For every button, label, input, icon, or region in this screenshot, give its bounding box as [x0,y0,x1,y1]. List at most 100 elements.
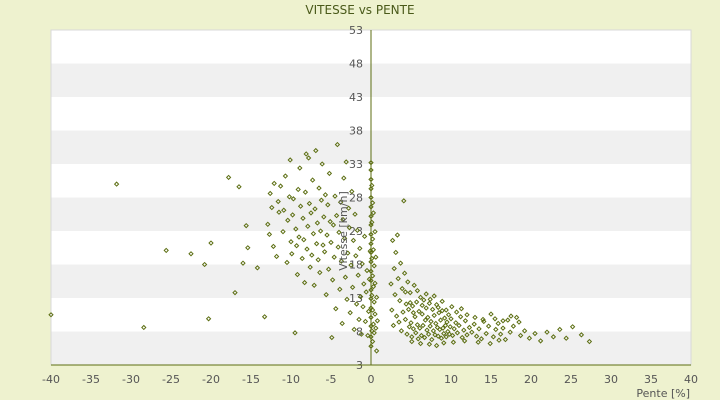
data-point [393,249,399,256]
data-point [443,307,449,313]
data-point [225,174,232,181]
data-point [261,314,268,320]
data-point [495,320,501,327]
data-point [425,331,432,337]
data-point [317,228,324,234]
data-point [289,212,296,218]
data-point [372,280,378,286]
data-point [113,181,120,187]
data-point [368,194,374,201]
data-point [421,297,427,303]
data-point [497,331,504,337]
data-point [337,286,343,292]
data-point [420,322,426,329]
data-point [332,193,338,199]
data-point [496,337,502,343]
data-point [277,183,284,189]
data-point [488,311,494,317]
data-point [370,283,377,290]
x-axis-tick-labels: -40 -35 -30 -25 -20 -15 -10 -5 0 5 10 15 20 25 30 35 40 [42,373,698,386]
data-point [288,239,294,245]
data-point [493,326,499,333]
data-point [287,157,293,163]
data-point [457,314,464,320]
data-point [354,227,361,234]
data-point [265,221,271,227]
data-point [373,348,380,354]
data-point [297,203,304,209]
x-tick-label: -35 [82,373,100,386]
data-point [374,318,381,324]
data-point [352,211,358,217]
data-point [407,300,413,306]
x-tick-label: -30 [122,373,140,386]
data-point [364,267,370,274]
data-point [270,243,277,250]
data-point [388,281,394,287]
data-point [440,325,446,331]
data-point [462,318,469,324]
data-point [400,309,406,315]
data-point [368,241,374,247]
data-point [358,331,365,337]
data-point [532,330,538,337]
data-point [508,313,514,319]
data-point [353,253,359,259]
data-point [490,334,497,340]
x-tick-label: -20 [202,373,220,386]
data-point [425,314,431,321]
data-point [339,320,345,327]
y-tick-label: 8 [356,326,363,339]
data-point [300,215,306,221]
data-point [368,176,374,183]
data-point [402,316,409,323]
data-point [373,254,379,260]
data-point [304,246,310,252]
x-tick-label: -25 [162,373,180,386]
data-point [335,244,341,250]
data-point [361,281,367,287]
data-point [435,304,441,311]
data-point [369,273,376,279]
data-point [368,249,374,256]
data-point [436,310,442,316]
data-point [340,216,346,223]
data-point [492,316,498,322]
data-point [397,297,403,304]
data-point [427,296,433,303]
data-point [403,301,409,307]
data-point [516,319,522,325]
data-point [369,338,376,345]
data-point [456,322,462,329]
data-point [307,264,313,270]
data-point [426,341,433,347]
data-point [485,323,492,329]
data-point [349,284,356,290]
data-point [487,340,493,347]
data-point [359,261,365,267]
data-point [419,311,425,317]
data-point [369,292,375,299]
data-point [299,255,305,262]
data-point [417,340,424,347]
chart-title: VITESSE vs PENTE [305,3,414,17]
data-point [369,307,376,313]
data-point [360,304,366,310]
data-point [578,332,585,338]
data-point [537,338,544,344]
data-point [406,324,413,330]
y-tick-label: 38 [349,125,363,138]
data-point [421,334,428,341]
data-point [368,277,374,284]
data-point [513,314,520,321]
data-point [469,329,475,335]
data-point [232,289,238,296]
data-point [333,306,339,312]
data-point [451,326,457,332]
data-point [243,222,249,229]
x-tick-label: 5 [408,373,415,386]
data-point [413,299,420,305]
data-point [361,233,368,240]
data-point [319,161,325,167]
data-point [550,334,557,340]
